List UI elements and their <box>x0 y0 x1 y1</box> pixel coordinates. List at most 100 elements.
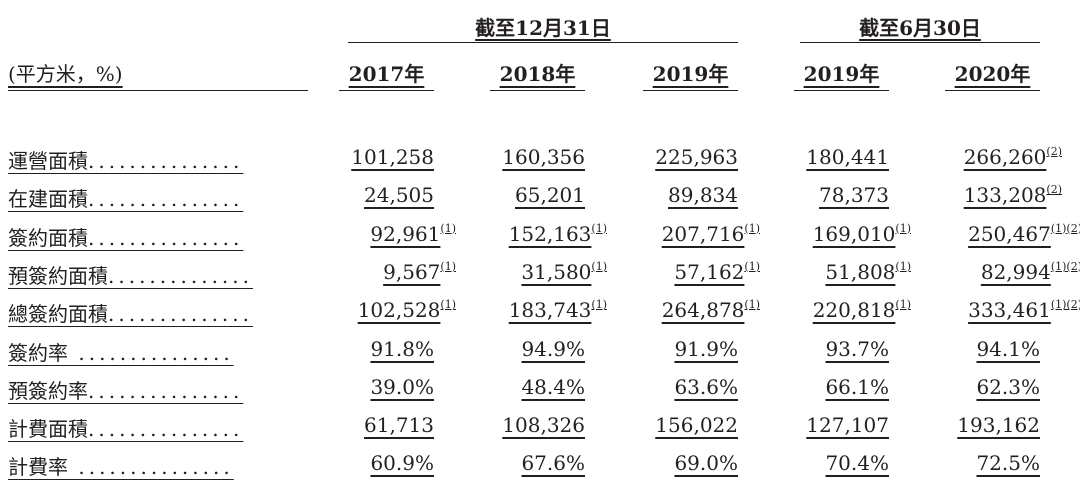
table-cell: 57,162(1) <box>674 260 760 284</box>
row-leader-dots: ............... <box>88 149 244 173</box>
cell-value: 92,961 <box>370 221 441 246</box>
table-cell: 93.7% <box>825 337 889 361</box>
cell-value: 9,567 <box>383 259 441 284</box>
footnote-marker: (1) <box>591 221 607 235</box>
table-cell: 9,567(1) <box>383 260 456 284</box>
footnote-marker: (1) <box>440 298 456 312</box>
table-row: 計費面積............... 61,713 108,326 156,022 1… <box>0 413 1080 451</box>
table-cell: 156,022 <box>655 413 738 437</box>
table-cell: 48.4% <box>521 375 585 399</box>
row-label-text: 總簽約面積 <box>8 302 108 327</box>
table-cell: 207,716(1) <box>662 222 760 246</box>
table-cell: 169,010(1) <box>813 222 911 246</box>
row-leader-dots: ............... <box>88 417 244 442</box>
footnote-marker: (1) <box>895 259 911 273</box>
footnote-marker: (1) <box>591 298 607 312</box>
cell-value: 89,834 <box>668 183 738 208</box>
table-cell: 61,713 <box>364 413 434 437</box>
table-cell: 66.1% <box>825 375 889 399</box>
cell-value: 67.6% <box>521 451 585 476</box>
cell-value: 193,162 <box>957 413 1040 438</box>
footnote-marker: (2) <box>1046 145 1062 158</box>
table-cell: 69.0% <box>674 451 738 475</box>
table-cell: 92,961(1) <box>370 222 456 246</box>
table-cell: 266,260(2) <box>964 145 1062 169</box>
row-leader-dots: .............. <box>108 263 254 288</box>
table-cell: 193,162 <box>957 413 1040 437</box>
period-divider-dec31 <box>348 42 738 43</box>
cell-value: 127,107 <box>806 413 889 438</box>
cell-value: 60.9% <box>370 451 434 476</box>
table-row: 簽約面積............... 92,961(1) 152,163(1) 20… <box>0 222 1080 260</box>
cell-value: 48.4% <box>521 374 585 399</box>
table-row: 在建面積............... 24,505 65,201 89,834 78,… <box>0 183 1080 221</box>
cell-value: 94.1% <box>976 336 1040 361</box>
row-label-text: 計費面積 <box>8 417 88 442</box>
cell-value: 72.5% <box>976 451 1040 476</box>
year-header-2: 2019年 <box>652 62 729 86</box>
cell-value: 70.4% <box>825 451 889 476</box>
table-row: 運營面積............... 101,258 160,356 225,963… <box>0 145 1080 183</box>
table-cell: 180,441 <box>806 145 889 169</box>
cell-value: 220,818 <box>812 298 896 323</box>
table-cell: 70.4% <box>825 451 889 475</box>
cell-value: 101,258 <box>351 145 434 169</box>
table-cell: 225,963 <box>655 145 738 169</box>
table-cell: 78,373 <box>819 183 889 207</box>
cell-value: 108,326 <box>502 413 585 438</box>
table-cell: 101,258 <box>351 145 434 169</box>
footnote-marker: (1)(2) <box>1050 298 1080 312</box>
cell-value: 91.8% <box>370 336 434 361</box>
year-header-1: 2018年 <box>499 62 576 86</box>
footnote-marker: (1) <box>440 221 456 235</box>
table-cell: 65,201 <box>515 183 585 207</box>
footnote-marker: (1) <box>440 259 456 273</box>
cell-value: 61,713 <box>364 413 434 438</box>
cell-value: 65,201 <box>515 183 585 208</box>
row-label: 預簽約面積.............. <box>8 260 308 289</box>
table-cell: 82,994(1)(2) <box>981 260 1080 284</box>
table-row: 簽約率 ............... 91.8% 94.9% 91.9% 93.7% 9… <box>0 337 1080 375</box>
footnote-marker: (2) <box>1046 183 1062 197</box>
cell-value: 91.9% <box>674 336 738 361</box>
row-label: 運營面積............... <box>8 145 308 174</box>
table-cell: 60.9% <box>370 451 434 475</box>
row-label-text: 預簽約面積 <box>8 263 108 288</box>
period-header-jun30-text: 截至6月30日 <box>859 16 981 40</box>
table-cell: 127,107 <box>806 413 889 437</box>
table-cell: 51,808(1) <box>825 260 911 284</box>
year-header-0: 2017年 <box>348 62 425 86</box>
cell-value: 183,743 <box>508 298 592 323</box>
table-cell: 220,818(1) <box>813 298 911 322</box>
row-label-text: 預簽約率 <box>8 378 88 403</box>
row-label: 在建面積............... <box>8 183 308 212</box>
footnote-marker: (1) <box>591 259 607 273</box>
period-header-dec31: 截至12月31日 <box>348 12 738 41</box>
year-header-line-3 <box>794 90 889 91</box>
cell-value: 69.0% <box>674 451 738 476</box>
table-cell: 91.9% <box>674 337 738 361</box>
row-label-text: 在建面積 <box>8 187 88 212</box>
row-label: 簽約面積............... <box>8 222 308 251</box>
row-label: 計費率 ............... <box>8 451 308 480</box>
table-cell: 152,163(1) <box>509 222 607 246</box>
table-cell: 160,356 <box>502 145 585 169</box>
cell-value: 63.6% <box>674 374 738 399</box>
cell-value: 93.7% <box>825 336 889 361</box>
table-cell: 91.8% <box>370 337 434 361</box>
row-leader-dots: ............... <box>88 225 244 250</box>
table-cell: 333,461(1)(2) <box>968 298 1080 322</box>
cell-value: 207,716 <box>661 221 745 246</box>
unit-label: (平方米，%) <box>8 62 123 86</box>
cell-value: 39.0% <box>370 374 434 399</box>
table-cell: 24,505 <box>364 183 434 207</box>
footnote-marker: (1)(2) <box>1050 259 1080 273</box>
cell-value: 62.3% <box>976 374 1040 399</box>
table-cell: 102,528(1) <box>358 298 456 322</box>
table-cell: 62.3% <box>976 375 1040 399</box>
footnote-marker: (1) <box>744 298 760 312</box>
row-leader-dots: ............... <box>88 187 244 212</box>
cell-value: 24,505 <box>364 183 434 208</box>
table-cell: 133,208(2) <box>964 183 1062 207</box>
cell-value: 94.9% <box>521 336 585 361</box>
